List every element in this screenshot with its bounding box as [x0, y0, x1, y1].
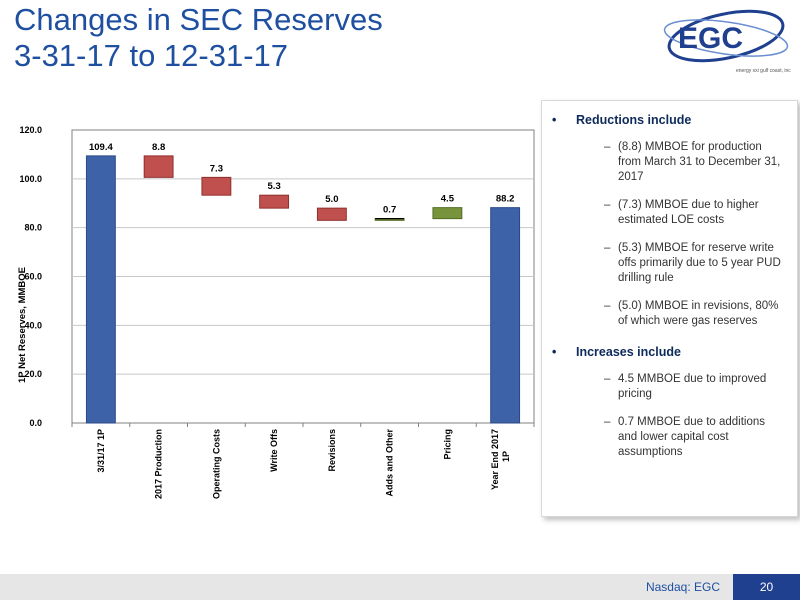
increases-heading: • Increases include	[552, 345, 785, 359]
y-tick-label: 120.0	[19, 125, 42, 135]
x-tick-label: Write Offs	[269, 429, 279, 472]
bar-total	[85, 155, 116, 424]
bar-total	[490, 207, 521, 424]
x-tick-label: Year End 20171P	[490, 429, 511, 490]
page-number: 20	[733, 574, 800, 600]
notes-panel: • Reductions include – (8.8) MMBOE for pr…	[541, 100, 798, 517]
reduction-item: – (5.3) MMBOE for reserve write offs prim…	[604, 242, 781, 284]
y-tick-label: 100.0	[19, 174, 42, 184]
chart-svg: 0.0 20.0 40.0 60.0 80.0 100.0 120.0 109.4 8.8 7.…	[17, 125, 535, 500]
slide-title: Changes in SEC Reserves 3-31-17 to 12-31…	[14, 2, 534, 74]
logo-name: EGC	[678, 22, 743, 55]
data-label: 0.7	[383, 205, 396, 216]
y-tick-label: 40.0	[24, 320, 42, 330]
title-line-1: Changes in SEC Reserves	[14, 2, 383, 37]
y-tick-label: 20.0	[24, 369, 42, 379]
chart-x-tick-labels: 3/31/17 1P 2017 Production Operating Costs…	[96, 429, 511, 500]
footer-bar: Nasdaq: EGC	[0, 574, 800, 600]
reductions-title: Reductions include	[576, 113, 692, 127]
y-tick-label: 80.0	[24, 223, 42, 233]
data-label: 4.5	[441, 194, 455, 205]
y-tick-label: 0.0	[29, 418, 42, 428]
bar-decrease	[259, 194, 290, 209]
chart-data-labels: 109.4 8.8 7.3 5.3 5.0 0.7 4.5 88.2	[89, 142, 514, 216]
chart-bars	[85, 155, 521, 424]
bar-increase	[432, 207, 463, 220]
data-label: 8.8	[152, 142, 165, 153]
reduction-item: – (8.8) MMBOE for production from March 3…	[604, 141, 781, 183]
x-tick-label: 2017 Production	[154, 429, 164, 499]
chart-axes	[71, 423, 535, 427]
x-tick-label: Adds and Other	[385, 429, 395, 497]
reductions-heading: • Reductions include	[552, 113, 785, 127]
x-tick-label: 3/31/17 1P	[96, 429, 106, 473]
x-tick-label: Pricing	[442, 429, 452, 460]
x-tick-label: Operating Costs	[211, 429, 221, 499]
increase-item: –4.5 MMBOE due to improved pricing	[604, 373, 767, 400]
chart-grid: 0.0 20.0 40.0 60.0 80.0 100.0 120.0	[19, 125, 535, 428]
x-tick-label: Revisions	[327, 429, 337, 472]
data-label: 5.3	[268, 181, 281, 192]
y-axis-label: 1P Net Reserves, MMBOE	[17, 267, 28, 383]
bar-decrease	[143, 155, 174, 178]
bullet-dot: •	[552, 345, 557, 359]
data-label: 5.0	[325, 194, 338, 205]
waterfall-chart: 0.0 20.0 40.0 60.0 80.0 100.0 120.0 109.4 8.8 7.…	[0, 110, 540, 530]
bar-decrease	[201, 176, 232, 196]
footer-ticker: Nasdaq: EGC	[645, 580, 720, 594]
title-line-2: 3-31-17 to 12-31-17	[14, 38, 289, 73]
data-label: 109.4	[89, 142, 113, 153]
y-tick-label: 60.0	[24, 272, 42, 282]
bar-decrease	[316, 207, 347, 221]
logo-tagline: energy xxi gulf coast, inc	[736, 68, 791, 74]
data-label: 88.2	[496, 194, 515, 205]
egc-logo: EGC energy xxi gulf coast, inc	[663, 9, 791, 74]
data-label: 7.3	[210, 163, 223, 174]
increases-title: Increases include	[576, 345, 681, 359]
reduction-item: – (7.3) MMBOE due to higher estimated LOE…	[604, 199, 759, 226]
increase-item: –0.7 MMBOE due to additions and lower ca…	[604, 416, 766, 458]
reduction-item: – (5.0) MMBOE in revisions, 80% of which …	[604, 300, 779, 327]
bullet-dot: •	[552, 113, 557, 127]
